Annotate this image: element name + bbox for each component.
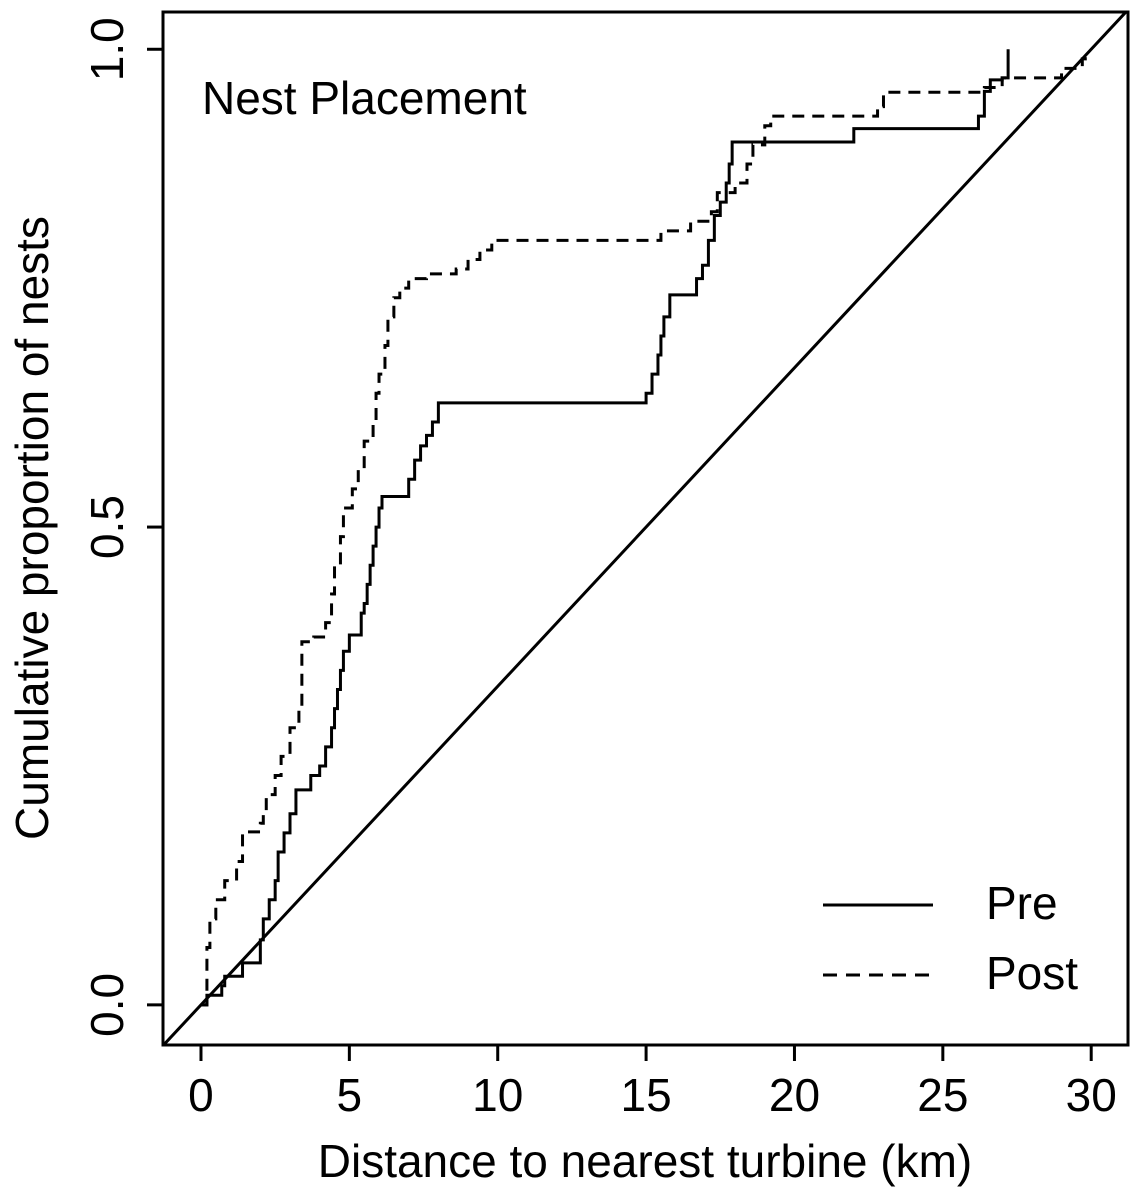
x-tick-label: 10 <box>472 1069 523 1121</box>
step-line <box>200 49 1010 1007</box>
chart-title: Nest Placement <box>202 72 527 124</box>
y-tick-label: 1.0 <box>81 17 133 81</box>
x-tick-label: 15 <box>621 1069 672 1121</box>
legend-label: Pre <box>986 877 1058 929</box>
y-axis-label: Cumulative proportion of nests <box>6 216 58 840</box>
x-tick-label: 20 <box>769 1069 820 1121</box>
x-tick-label: 0 <box>188 1069 214 1121</box>
legend-label: Post <box>986 947 1078 999</box>
y-tick-label: 0.5 <box>81 495 133 559</box>
step-line <box>200 49 1087 1007</box>
x-tick-label: 5 <box>337 1069 363 1121</box>
y-tick-label: 0.0 <box>81 973 133 1037</box>
reference-line <box>163 12 1128 1045</box>
x-tick-label: 25 <box>917 1069 968 1121</box>
x-tick-label: 30 <box>1066 1069 1117 1121</box>
x-axis-label: Distance to nearest turbine (km) <box>318 1135 973 1187</box>
